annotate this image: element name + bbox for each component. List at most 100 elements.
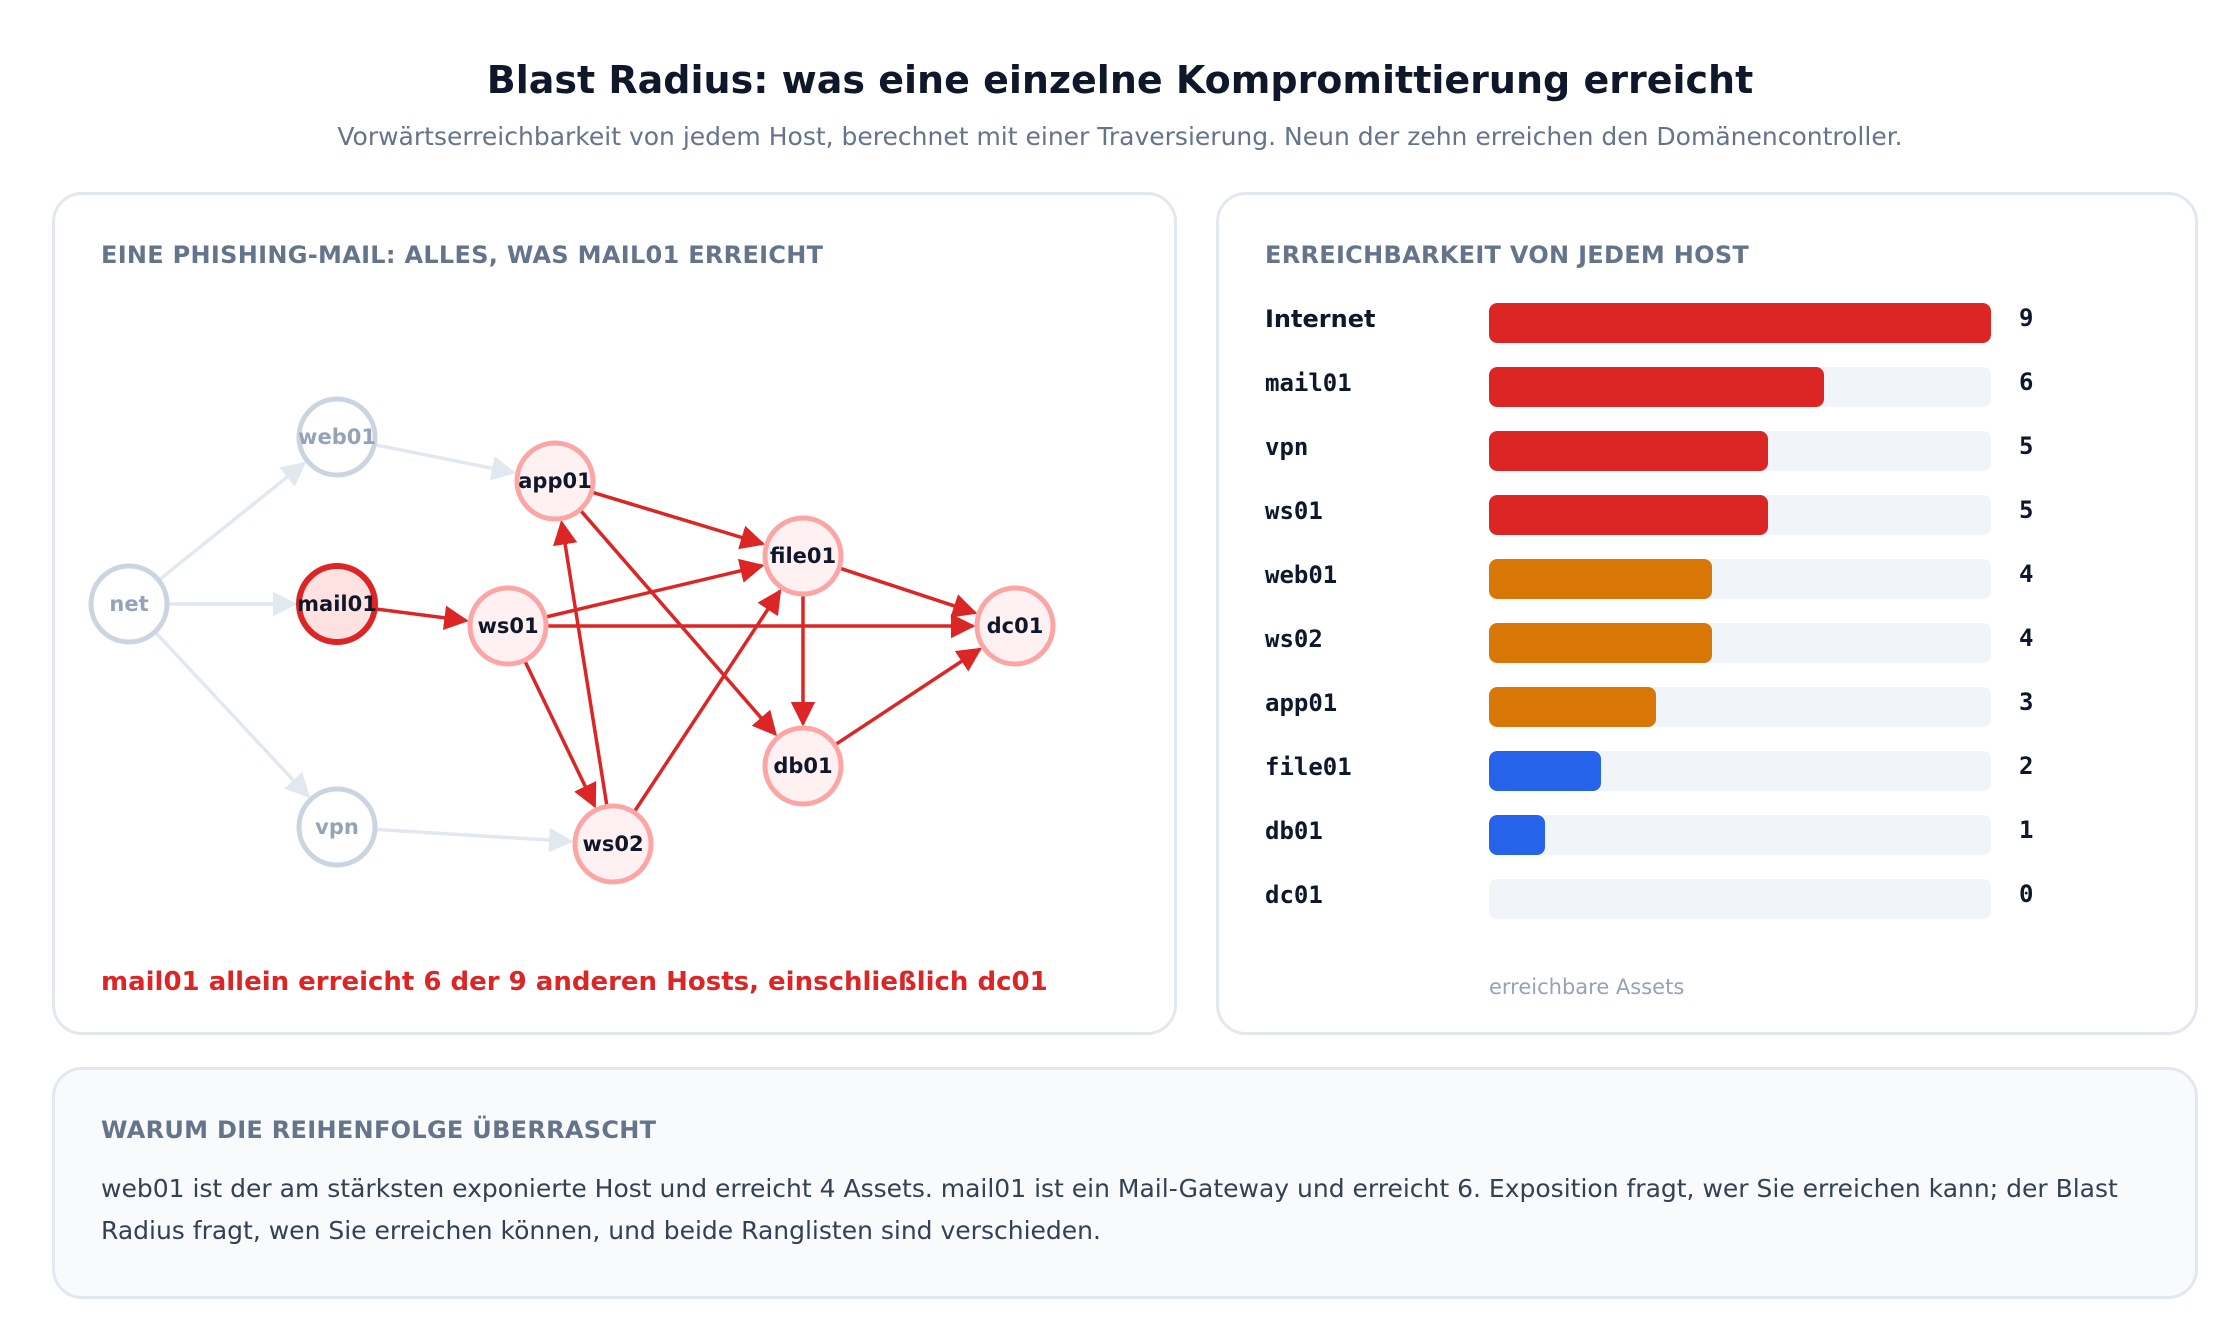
bar-row-ws01: ws01 5: [1219, 493, 2201, 535]
node-app01: app01: [514, 440, 596, 522]
page-subtitle: Vorwärtserreichbarkeit von jedem Host, b…: [337, 122, 1903, 151]
node-label-ws02: ws02: [582, 832, 643, 856]
node-circle-ws01: [467, 585, 549, 667]
bar-fill-vpn: [1489, 431, 1768, 471]
node-label-app01: app01: [518, 469, 591, 493]
node-label-mail01: mail01: [297, 592, 377, 616]
bar-value: 9: [2019, 304, 2034, 332]
node-net: net: [88, 563, 170, 645]
note-text: web01 ist der am stärksten exponierte Ho…: [101, 1174, 2118, 1245]
node-label-vpn: vpn: [315, 815, 359, 839]
bar-fill-ws01: [1489, 495, 1768, 535]
bar-value: 4: [2019, 624, 2034, 652]
bar-fill-internet: [1489, 303, 1991, 343]
bar-value: 0: [2019, 880, 2034, 908]
bar-row-internet: Internet 9: [1219, 301, 2201, 343]
node-circle-dc01: [974, 585, 1056, 667]
node-label-file01: file01: [770, 544, 836, 568]
node-circle-web01: [296, 396, 378, 478]
bar-track: [1489, 367, 1991, 407]
edge-net-vpn: [155, 632, 311, 799]
bar-value: 5: [2019, 432, 2034, 460]
node-label-db01: db01: [773, 754, 832, 778]
bar-value: 3: [2019, 688, 2034, 716]
bar-row-file01: file01 2: [1219, 749, 2201, 791]
bar-label: mail01: [1265, 369, 1352, 397]
graph-panel-heading: EINE PHISHING-MAIL: ALLES, WAS MAIL01 ER…: [101, 241, 824, 269]
bar-row-ws02: ws02 4: [1219, 621, 2201, 663]
bar-label: vpn: [1265, 433, 1309, 461]
bar-value: 4: [2019, 560, 2034, 588]
edge-web01-app01: [375, 443, 517, 481]
bar-value: 6: [2019, 368, 2034, 396]
bar-label: app01: [1265, 689, 1338, 717]
bar-track: [1489, 687, 1991, 727]
bar-value: 1: [2019, 816, 2034, 844]
bar-track: [1489, 431, 1991, 471]
bar-label: dc01: [1265, 881, 1323, 909]
node-vpn: vpn: [296, 786, 378, 868]
node-label-ws01: ws01: [477, 614, 538, 638]
node-ws01: ws01: [467, 585, 549, 667]
bar-label: ws01: [1265, 497, 1323, 525]
bar-row-app01: app01 3: [1219, 685, 2201, 727]
bar-label: db01: [1265, 817, 1323, 845]
bar-row-db01: db01 1: [1219, 813, 2201, 855]
node-web01: web01: [296, 396, 378, 478]
bar-fill-web01: [1489, 559, 1712, 599]
bar-label: Internet: [1265, 305, 1376, 333]
bar-track: [1489, 815, 1991, 855]
node-circle-db01: [762, 725, 844, 807]
graph-caption: mail01 allein erreicht 6 der 9 anderen H…: [101, 967, 1048, 997]
node-circle-mail01: [296, 563, 378, 645]
bar-value: 2: [2019, 752, 2034, 780]
bar-track: [1489, 559, 1991, 599]
node-label-net: net: [109, 592, 148, 616]
node-dc01: dc01: [974, 585, 1056, 667]
node-circle-vpn: [296, 786, 378, 868]
bar-track: [1489, 751, 1991, 791]
node-circle-file01: [762, 515, 844, 597]
node-ws02: ws02: [572, 803, 654, 885]
edge-ws02-app01: [553, 520, 609, 805]
node-circle-ws02: [572, 803, 654, 885]
edge-app01-db01: [579, 510, 778, 737]
bar-label: ws02: [1265, 625, 1323, 653]
bars-panel-heading: ERREICHBARKEIT VON JEDEM HOST: [1265, 241, 1750, 269]
reachability-graph: net web01 mail01 vpn app01 ws01 ws02 file01 db01…: [88, 396, 1056, 885]
bar-track: [1489, 623, 1991, 663]
node-db01: db01: [762, 725, 844, 807]
edge-ws02-file01: [633, 589, 782, 812]
bar-fill-db01: [1489, 815, 1545, 855]
bar-label: web01: [1265, 561, 1338, 589]
edge-ws01-ws02: [523, 661, 597, 809]
bar-fill-ws02: [1489, 623, 1712, 663]
edge-db01-dc01: [835, 647, 982, 746]
bar-value: 5: [2019, 496, 2034, 524]
bar-track: [1489, 879, 1991, 919]
edge-mail01-ws01: [376, 605, 469, 630]
node-label-web01: web01: [298, 425, 376, 449]
bars-panel: ERREICHBARKEIT VON JEDEM HOST Internet 9 m…: [1216, 192, 2198, 1035]
graph-panel: EINE PHISHING-MAIL: ALLES, WAS MAIL01 ER…: [52, 192, 1177, 1035]
bar-fill-file01: [1489, 751, 1601, 791]
bar-row-web01: web01 4: [1219, 557, 2201, 599]
bar-row-mail01: mail01 6: [1219, 365, 2201, 407]
edge-file01-dc01: [840, 566, 978, 618]
edge-ws01-file01: [546, 558, 765, 619]
note-panel-heading: WARUM DIE REIHENFOLGE ÜBERRASCHT: [101, 1116, 657, 1144]
bar-label: file01: [1265, 753, 1352, 781]
bar-row-vpn: vpn 5: [1219, 429, 2201, 471]
node-circle-net: [88, 563, 170, 645]
edge-net-web01: [159, 461, 307, 581]
bar-row-dc01: dc01 0: [1219, 877, 2201, 919]
bar-fill-mail01: [1489, 367, 1824, 407]
bar-fill-app01: [1489, 687, 1656, 727]
node-mail01: mail01: [296, 563, 378, 645]
note-panel: WARUM DIE REIHENFOLGE ÜBERRASCHT web01 i…: [52, 1067, 2198, 1299]
node-circle-app01: [514, 440, 596, 522]
edge-app01-file01: [592, 490, 766, 550]
bar-track: [1489, 303, 1991, 343]
edge-vpn-ws02: [376, 827, 574, 853]
node-label-dc01: dc01: [987, 614, 1044, 638]
